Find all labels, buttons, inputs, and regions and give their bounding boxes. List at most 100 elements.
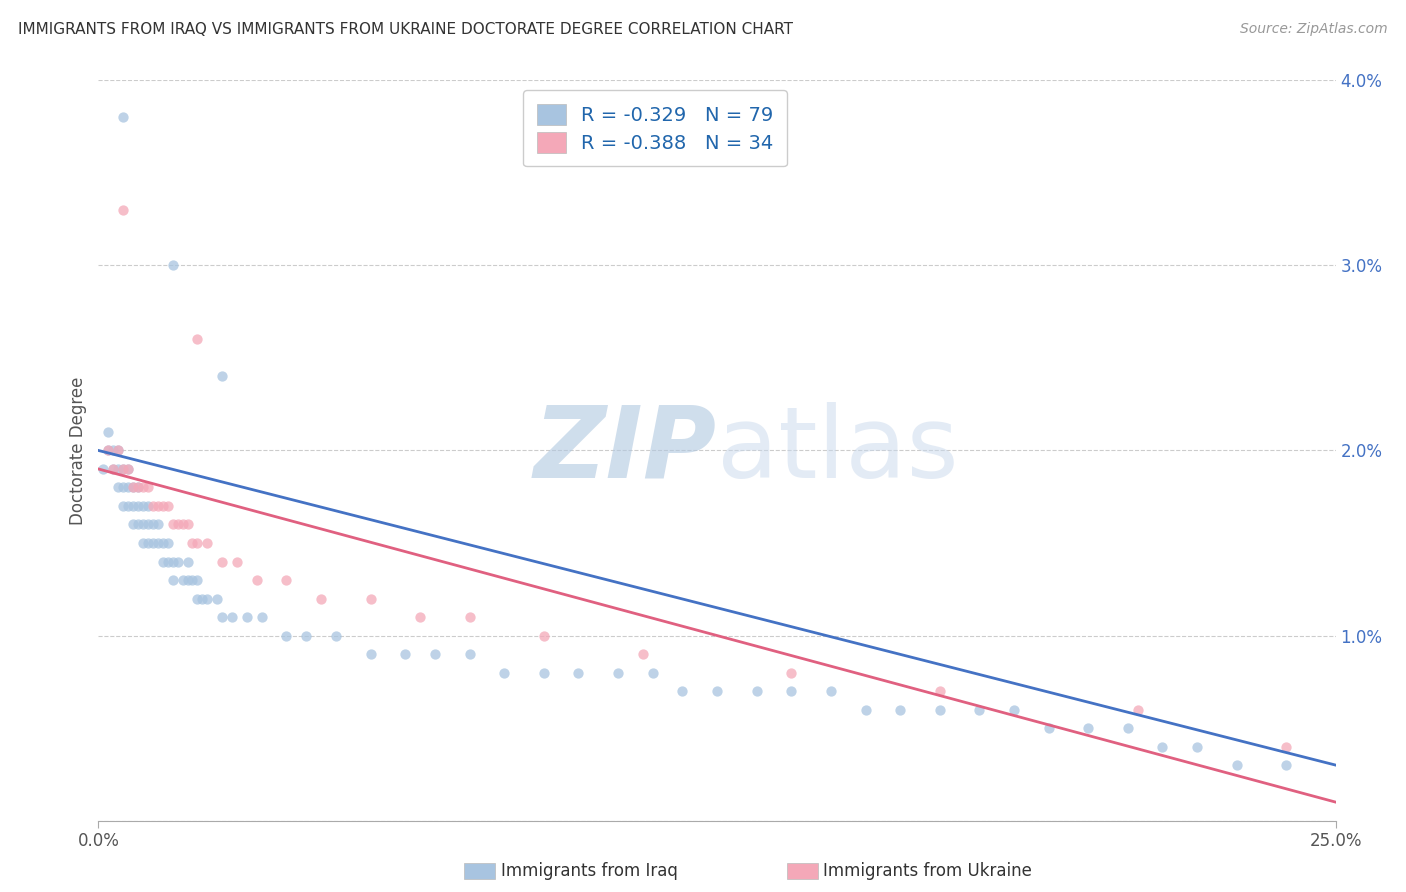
Point [103, 462, 125, 476]
Point [146, 517, 169, 532]
Point [195, 591, 218, 606]
Point [1077, 721, 1099, 735]
Point [107, 443, 129, 458]
Point [780, 684, 803, 698]
Point [855, 703, 877, 717]
Text: Immigrants from Iraq: Immigrants from Iraq [501, 862, 678, 880]
Point [112, 481, 135, 495]
Point [211, 610, 233, 624]
Point [1152, 739, 1174, 754]
Text: ZIP: ZIP [534, 402, 717, 499]
Point [103, 443, 125, 458]
Point [186, 333, 208, 347]
Point [276, 573, 298, 587]
Point [458, 647, 481, 661]
Point [117, 462, 139, 476]
Point [1275, 758, 1298, 772]
Point [186, 573, 208, 587]
Point [607, 665, 630, 680]
Point [132, 536, 155, 550]
Point [928, 684, 950, 698]
Point [117, 481, 139, 495]
Point [136, 517, 159, 532]
Point [93, 462, 115, 476]
Point [112, 111, 135, 125]
Point [97, 425, 120, 439]
Point [641, 665, 664, 680]
Point [166, 517, 188, 532]
Point [146, 499, 169, 513]
Text: atlas: atlas [717, 402, 959, 499]
Text: Source: ZipAtlas.com: Source: ZipAtlas.com [1240, 22, 1388, 37]
Point [112, 462, 135, 476]
Point [162, 554, 184, 569]
Point [236, 610, 259, 624]
Point [156, 536, 179, 550]
Point [112, 499, 135, 513]
Point [226, 554, 249, 569]
Text: IMMIGRANTS FROM IRAQ VS IMMIGRANTS FROM UKRAINE DOCTORATE DEGREE CORRELATION CHA: IMMIGRANTS FROM IRAQ VS IMMIGRANTS FROM … [18, 22, 793, 37]
Point [1002, 703, 1025, 717]
Point [533, 628, 555, 642]
Point [162, 573, 184, 587]
Point [107, 462, 129, 476]
Point [97, 443, 120, 458]
Point [360, 647, 382, 661]
Point [186, 536, 208, 550]
Point [820, 684, 842, 698]
Point [127, 481, 149, 495]
Point [181, 536, 204, 550]
Point [142, 536, 165, 550]
Point [166, 554, 188, 569]
Point [103, 462, 125, 476]
Point [97, 443, 120, 458]
Point [211, 554, 233, 569]
Point [533, 665, 555, 680]
Point [107, 443, 129, 458]
Point [1275, 739, 1298, 754]
Point [186, 591, 208, 606]
Point [325, 628, 347, 642]
Point [172, 573, 194, 587]
Point [152, 554, 174, 569]
Point [211, 369, 233, 384]
Point [112, 462, 135, 476]
Point [132, 499, 155, 513]
Point [423, 647, 446, 661]
Point [205, 591, 228, 606]
Y-axis label: Doctorate Degree: Doctorate Degree [69, 376, 87, 524]
Point [127, 517, 149, 532]
Point [458, 610, 481, 624]
Point [494, 665, 516, 680]
Point [162, 517, 184, 532]
Point [122, 481, 145, 495]
Point [117, 462, 139, 476]
Point [1116, 721, 1139, 735]
Point [176, 517, 198, 532]
Point [409, 610, 432, 624]
Point [1185, 739, 1208, 754]
Point [567, 665, 589, 680]
Point [122, 481, 145, 495]
Point [132, 481, 155, 495]
Point [295, 628, 318, 642]
Point [706, 684, 728, 698]
Point [176, 554, 198, 569]
Point [146, 536, 169, 550]
Point [152, 499, 174, 513]
Point [107, 481, 129, 495]
Point [394, 647, 416, 661]
Point [181, 573, 204, 587]
Point [309, 591, 332, 606]
Point [928, 703, 950, 717]
Point [671, 684, 693, 698]
Point [276, 628, 298, 642]
Point [1038, 721, 1060, 735]
Text: Immigrants from Ukraine: Immigrants from Ukraine [823, 862, 1032, 880]
Point [117, 499, 139, 513]
Point [360, 591, 382, 606]
Point [969, 703, 991, 717]
Point [1226, 758, 1249, 772]
Point [142, 499, 165, 513]
Point [136, 499, 159, 513]
